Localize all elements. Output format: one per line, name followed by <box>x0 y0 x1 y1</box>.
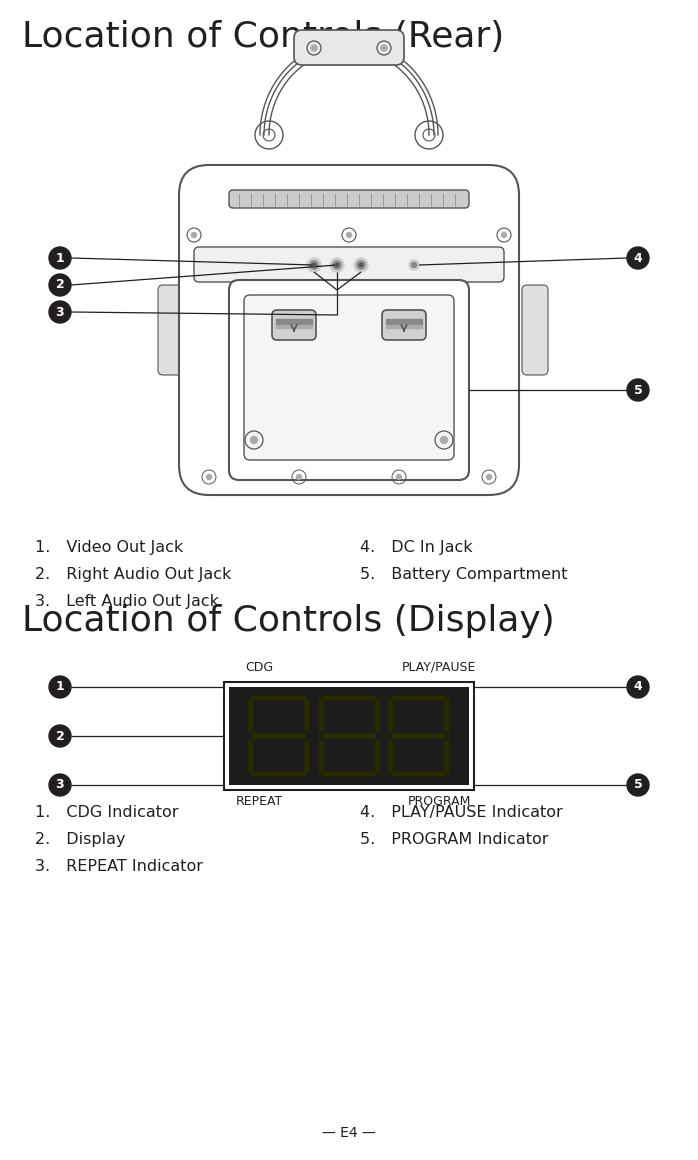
Polygon shape <box>375 699 379 732</box>
Circle shape <box>336 263 339 267</box>
Polygon shape <box>391 696 447 699</box>
FancyBboxPatch shape <box>229 190 469 208</box>
Bar <box>386 325 422 328</box>
Bar <box>229 687 469 785</box>
Polygon shape <box>249 699 253 732</box>
Circle shape <box>627 774 649 796</box>
FancyBboxPatch shape <box>179 165 519 495</box>
Text: 2. Right Audio Out Jack: 2. Right Audio Out Jack <box>35 567 231 582</box>
Circle shape <box>409 260 419 270</box>
Circle shape <box>487 474 491 479</box>
Circle shape <box>297 474 302 479</box>
Polygon shape <box>249 740 253 773</box>
Bar <box>386 319 422 325</box>
Circle shape <box>49 676 71 698</box>
Polygon shape <box>322 734 376 738</box>
Text: 5: 5 <box>634 384 642 397</box>
Polygon shape <box>251 696 307 699</box>
Circle shape <box>191 232 197 238</box>
Text: — E4 —: — E4 — <box>322 1126 376 1140</box>
Polygon shape <box>389 740 393 773</box>
Polygon shape <box>389 699 393 732</box>
Text: 5. Battery Compartment: 5. Battery Compartment <box>360 567 567 582</box>
Circle shape <box>330 258 344 271</box>
Circle shape <box>49 774 71 796</box>
Circle shape <box>251 436 258 443</box>
Bar <box>224 682 474 790</box>
FancyBboxPatch shape <box>294 30 404 65</box>
Circle shape <box>627 379 649 401</box>
Circle shape <box>307 258 321 271</box>
Text: PLAY/PAUSE: PLAY/PAUSE <box>402 661 476 674</box>
Text: 4: 4 <box>634 681 642 694</box>
Circle shape <box>49 247 71 269</box>
Text: Location of Controls (Rear): Location of Controls (Rear) <box>22 20 504 55</box>
Polygon shape <box>445 740 449 773</box>
Circle shape <box>333 261 341 269</box>
Bar <box>276 319 312 325</box>
Polygon shape <box>305 740 309 773</box>
Text: 5: 5 <box>634 778 642 791</box>
FancyBboxPatch shape <box>522 285 548 375</box>
Text: 3. Left Audio Out Jack: 3. Left Audio Out Jack <box>35 594 219 609</box>
Polygon shape <box>252 734 306 738</box>
Text: 4: 4 <box>634 252 642 264</box>
FancyBboxPatch shape <box>244 295 454 461</box>
Circle shape <box>354 258 368 271</box>
FancyBboxPatch shape <box>229 280 469 480</box>
Text: 1: 1 <box>56 252 64 264</box>
Text: 1: 1 <box>56 681 64 694</box>
Circle shape <box>359 263 362 267</box>
Text: 2. Display: 2. Display <box>35 832 126 847</box>
Circle shape <box>207 474 211 479</box>
Circle shape <box>357 261 365 269</box>
Polygon shape <box>375 740 379 773</box>
Circle shape <box>501 232 507 238</box>
Polygon shape <box>392 734 446 738</box>
FancyBboxPatch shape <box>194 247 504 282</box>
Circle shape <box>49 274 71 296</box>
Polygon shape <box>319 740 323 773</box>
Polygon shape <box>251 773 307 776</box>
Polygon shape <box>319 699 323 732</box>
Text: 3. REPEAT Indicator: 3. REPEAT Indicator <box>35 860 203 873</box>
Circle shape <box>627 247 649 269</box>
FancyBboxPatch shape <box>382 310 426 340</box>
Circle shape <box>313 263 315 267</box>
Circle shape <box>310 261 318 269</box>
Text: 2: 2 <box>56 278 64 291</box>
Circle shape <box>381 45 387 51</box>
Circle shape <box>49 300 71 322</box>
Polygon shape <box>321 696 377 699</box>
FancyBboxPatch shape <box>158 285 184 375</box>
FancyBboxPatch shape <box>272 310 316 340</box>
Text: REPEAT: REPEAT <box>235 795 283 809</box>
Circle shape <box>440 436 447 443</box>
Text: 2: 2 <box>56 730 64 742</box>
Circle shape <box>627 676 649 698</box>
Text: 4. DC In Jack: 4. DC In Jack <box>360 541 473 554</box>
Text: 4. PLAY/PAUSE Indicator: 4. PLAY/PAUSE Indicator <box>360 805 563 820</box>
Text: 5. PROGRAM Indicator: 5. PROGRAM Indicator <box>360 832 549 847</box>
Text: 1. Video Out Jack: 1. Video Out Jack <box>35 541 184 554</box>
Circle shape <box>311 45 317 51</box>
Circle shape <box>49 725 71 747</box>
Text: 3: 3 <box>56 778 64 791</box>
Polygon shape <box>321 773 377 776</box>
Text: 3: 3 <box>56 305 64 319</box>
Polygon shape <box>305 699 309 732</box>
Circle shape <box>346 232 352 238</box>
Polygon shape <box>391 773 447 776</box>
Text: PROGRAM: PROGRAM <box>408 795 470 809</box>
Text: Location of Controls (Display): Location of Controls (Display) <box>22 604 555 638</box>
Bar <box>276 325 312 328</box>
Text: CDG: CDG <box>245 661 273 674</box>
Polygon shape <box>445 699 449 732</box>
Circle shape <box>396 474 401 479</box>
Circle shape <box>412 262 417 268</box>
Text: 1. CDG Indicator: 1. CDG Indicator <box>35 805 179 820</box>
